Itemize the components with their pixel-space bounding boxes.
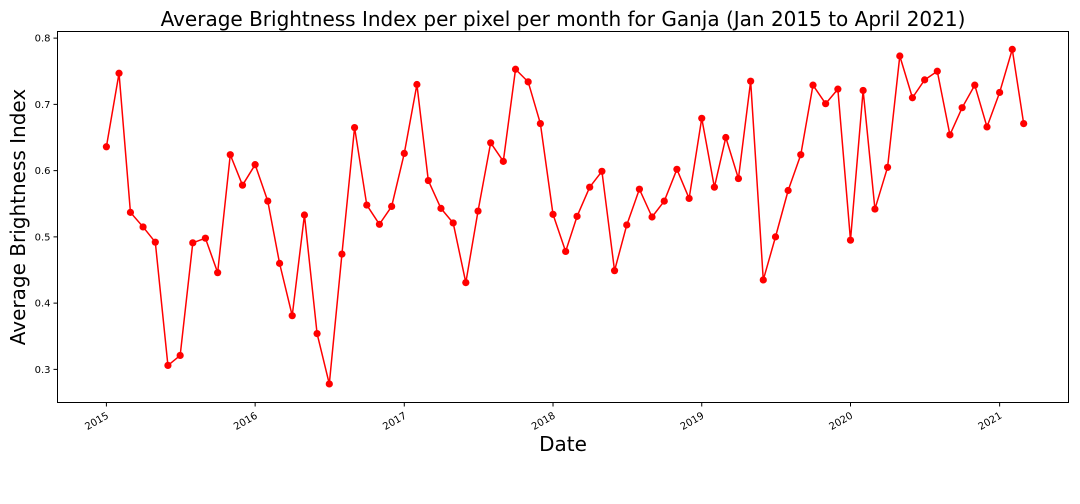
- data-point: [449, 219, 457, 227]
- x-axis: 2015 2016 2017 2018 2019 2020 2021: [83, 402, 1005, 433]
- y-tick-label: 0.8: [35, 34, 51, 45]
- series-line: [105, 48, 1025, 385]
- data-point: [499, 157, 507, 165]
- data-point: [189, 239, 197, 247]
- y-tick-label: 0.6: [35, 166, 51, 177]
- data-point: [809, 81, 817, 89]
- data-point: [673, 165, 681, 173]
- chart-title: Average Brightness Index per pixel per m…: [161, 7, 966, 31]
- data-point: [338, 250, 346, 258]
- data-point: [375, 220, 384, 228]
- data-point: [462, 278, 470, 287]
- data-point: [275, 259, 284, 267]
- data-point: [313, 330, 321, 338]
- data-point: [536, 119, 544, 128]
- data-point: [996, 88, 1004, 97]
- y-axis-label: Average Brightness Index: [6, 89, 30, 346]
- data-point: [251, 161, 259, 169]
- x-tick-label: 2021: [977, 411, 1005, 433]
- data-point: [759, 276, 767, 284]
- data-point: [635, 185, 644, 193]
- data-point: [983, 123, 991, 131]
- data-point: [933, 67, 941, 75]
- data-point: [524, 78, 532, 86]
- data-point: [1020, 119, 1028, 128]
- x-tick-label: 2018: [530, 411, 558, 433]
- data-series: [102, 45, 1028, 388]
- y-axis: 0.3 0.4 0.5 0.6 0.7 0.8: [35, 34, 58, 376]
- data-point: [722, 133, 730, 142]
- plot-area: [57, 31, 1069, 403]
- y-tick-label: 0.7: [35, 100, 51, 111]
- data-point: [325, 380, 333, 388]
- data-point: [511, 65, 520, 73]
- data-point: [834, 85, 842, 93]
- data-point: [126, 208, 135, 216]
- data-point: [660, 197, 668, 205]
- data-point: [573, 212, 581, 220]
- data-point: [424, 176, 432, 185]
- data-point: [921, 76, 929, 84]
- data-point: [797, 151, 805, 159]
- data-point: [300, 211, 309, 219]
- data-point: [747, 77, 755, 85]
- data-point: [822, 100, 830, 108]
- data-point: [784, 186, 792, 195]
- data-point: [400, 149, 408, 157]
- data-point: [413, 80, 421, 89]
- data-point: [971, 81, 979, 89]
- data-point: [623, 221, 631, 229]
- y-tick-label: 0.3: [35, 365, 51, 376]
- y-tick-label: 0.5: [35, 232, 51, 243]
- x-axis-label: Date: [539, 432, 587, 456]
- data-point: [264, 197, 272, 205]
- y-tick-label: 0.4: [35, 299, 51, 310]
- data-point: [549, 210, 557, 218]
- data-point: [388, 202, 396, 210]
- data-point: [474, 207, 482, 215]
- data-point: [214, 269, 222, 277]
- data-point: [115, 69, 123, 77]
- data-point: [648, 213, 656, 221]
- x-tick-label: 2015: [83, 411, 111, 433]
- x-tick-label: 2017: [381, 411, 409, 433]
- data-point: [139, 223, 147, 231]
- data-point: [176, 351, 184, 360]
- data-point: [562, 247, 570, 256]
- data-point: [859, 86, 867, 95]
- data-point: [226, 151, 234, 159]
- data-point: [710, 183, 718, 191]
- data-point: [871, 205, 879, 213]
- data-point: [238, 181, 247, 189]
- data-point: [908, 94, 917, 102]
- data-point: [771, 233, 780, 241]
- data-point: [201, 234, 210, 242]
- data-point: [1008, 45, 1016, 53]
- data-point: [896, 52, 904, 60]
- data-point: [698, 114, 706, 122]
- x-tick-label: 2019: [679, 411, 707, 433]
- data-point: [734, 174, 743, 183]
- data-point: [487, 139, 495, 147]
- data-point: [586, 183, 594, 191]
- data-point: [151, 238, 159, 246]
- data-point: [288, 312, 296, 320]
- data-point: [363, 201, 371, 209]
- data-point: [164, 361, 172, 369]
- x-tick-label: 2020: [827, 411, 855, 433]
- data-point: [958, 104, 966, 112]
- data-point: [102, 143, 110, 151]
- data-point: [685, 194, 693, 203]
- data-point: [350, 123, 359, 132]
- data-point: [598, 167, 606, 175]
- data-point: [846, 236, 855, 244]
- data-point: [437, 204, 445, 212]
- data-point: [883, 163, 892, 171]
- data-point: [946, 131, 954, 139]
- x-tick-label: 2016: [232, 411, 260, 433]
- data-point: [610, 267, 619, 275]
